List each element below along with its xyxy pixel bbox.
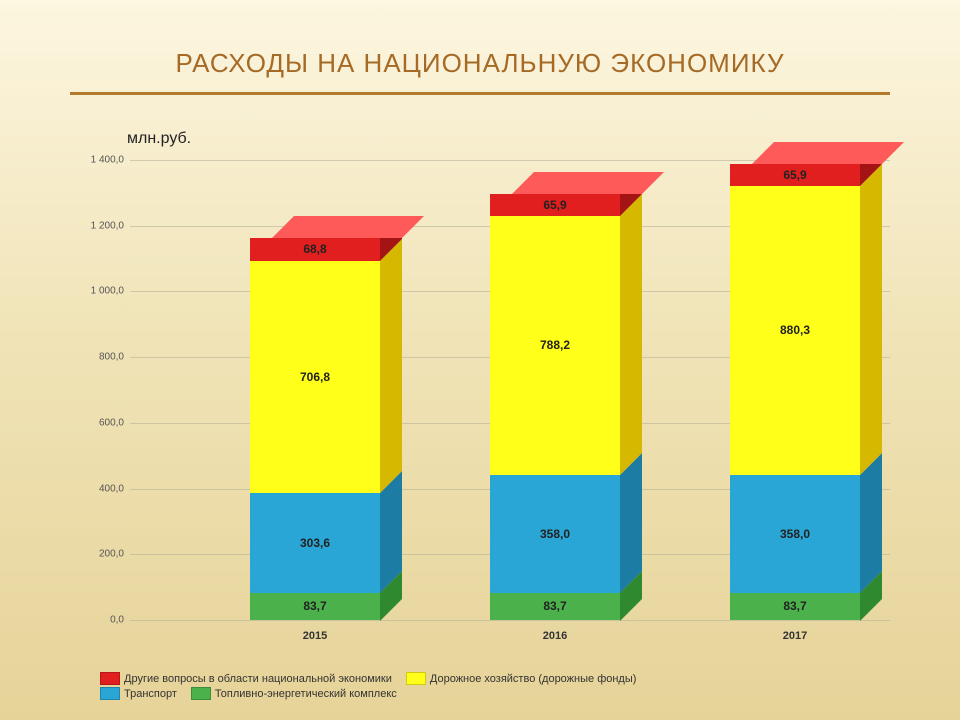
value-label: 83,7 — [730, 599, 860, 613]
legend-item-transport: Транспорт — [100, 687, 177, 700]
value-label: 65,9 — [730, 168, 860, 182]
segment-other: 68,8 — [250, 238, 380, 261]
x-tick-label: 2015 — [303, 630, 327, 642]
y-tick-label: 1 200,0 — [91, 220, 124, 231]
chart-plot: 0,0200,0400,0600,0800,01 000,01 200,01 4… — [130, 160, 890, 620]
value-label: 788,2 — [490, 338, 620, 352]
legend-swatch — [100, 672, 120, 685]
legend-swatch — [191, 687, 211, 700]
legend-label: Другие вопросы в области национальной эк… — [124, 673, 392, 685]
segment-transport: 358,0 — [730, 475, 860, 593]
legend-item-road: Дорожное хозяйство (дорожные фонды) — [406, 672, 637, 685]
segment-fuel: 83,7 — [250, 593, 380, 621]
value-label: 358,0 — [730, 527, 860, 541]
segment-road: 706,8 — [250, 261, 380, 493]
y-tick-label: 400,0 — [99, 483, 124, 494]
title-underline — [70, 92, 890, 95]
value-label: 65,9 — [490, 198, 620, 212]
slide: РАСХОДЫ НА НАЦИОНАЛЬНУЮ ЭКОНОМИКУ млн.ру… — [0, 0, 960, 720]
segment-road: 788,2 — [490, 216, 620, 475]
x-tick-label: 2017 — [783, 630, 807, 642]
segment-transport: 358,0 — [490, 475, 620, 593]
value-label: 706,8 — [250, 370, 380, 384]
legend-item-other: Другие вопросы в области национальной эк… — [100, 672, 392, 685]
segment-road: 880,3 — [730, 186, 860, 475]
legend-label: Топливно-энергетический комплекс — [215, 688, 397, 700]
legend-swatch — [100, 687, 120, 700]
y-tick-label: 600,0 — [99, 417, 124, 428]
value-label: 358,0 — [490, 527, 620, 541]
legend-swatch — [406, 672, 426, 685]
gridline — [130, 620, 890, 621]
chart-title: РАСХОДЫ НА НАЦИОНАЛЬНУЮ ЭКОНОМИКУ — [0, 48, 960, 79]
segment-fuel: 83,7 — [730, 593, 860, 621]
y-tick-label: 200,0 — [99, 549, 124, 560]
value-label: 68,8 — [250, 242, 380, 256]
legend-label: Дорожное хозяйство (дорожные фонды) — [430, 673, 637, 685]
y-tick-label: 1 000,0 — [91, 286, 124, 297]
y-tick-label: 0,0 — [110, 615, 124, 626]
segment-fuel: 83,7 — [490, 593, 620, 621]
value-label: 880,3 — [730, 323, 860, 337]
value-label: 83,7 — [490, 599, 620, 613]
legend-label: Транспорт — [124, 688, 177, 700]
unit-label: млн.руб. — [127, 130, 191, 148]
value-label: 83,7 — [250, 599, 380, 613]
segment-other: 65,9 — [490, 194, 620, 216]
y-tick-label: 800,0 — [99, 352, 124, 363]
segment-other: 65,9 — [730, 164, 860, 186]
x-tick-label: 2016 — [543, 630, 567, 642]
y-tick-label: 1 400,0 — [91, 155, 124, 166]
value-label: 303,6 — [250, 536, 380, 550]
legend-item-fuel: Топливно-энергетический комплекс — [191, 687, 397, 700]
legend: Другие вопросы в области национальной эк… — [100, 670, 890, 700]
segment-transport: 303,6 — [250, 493, 380, 593]
